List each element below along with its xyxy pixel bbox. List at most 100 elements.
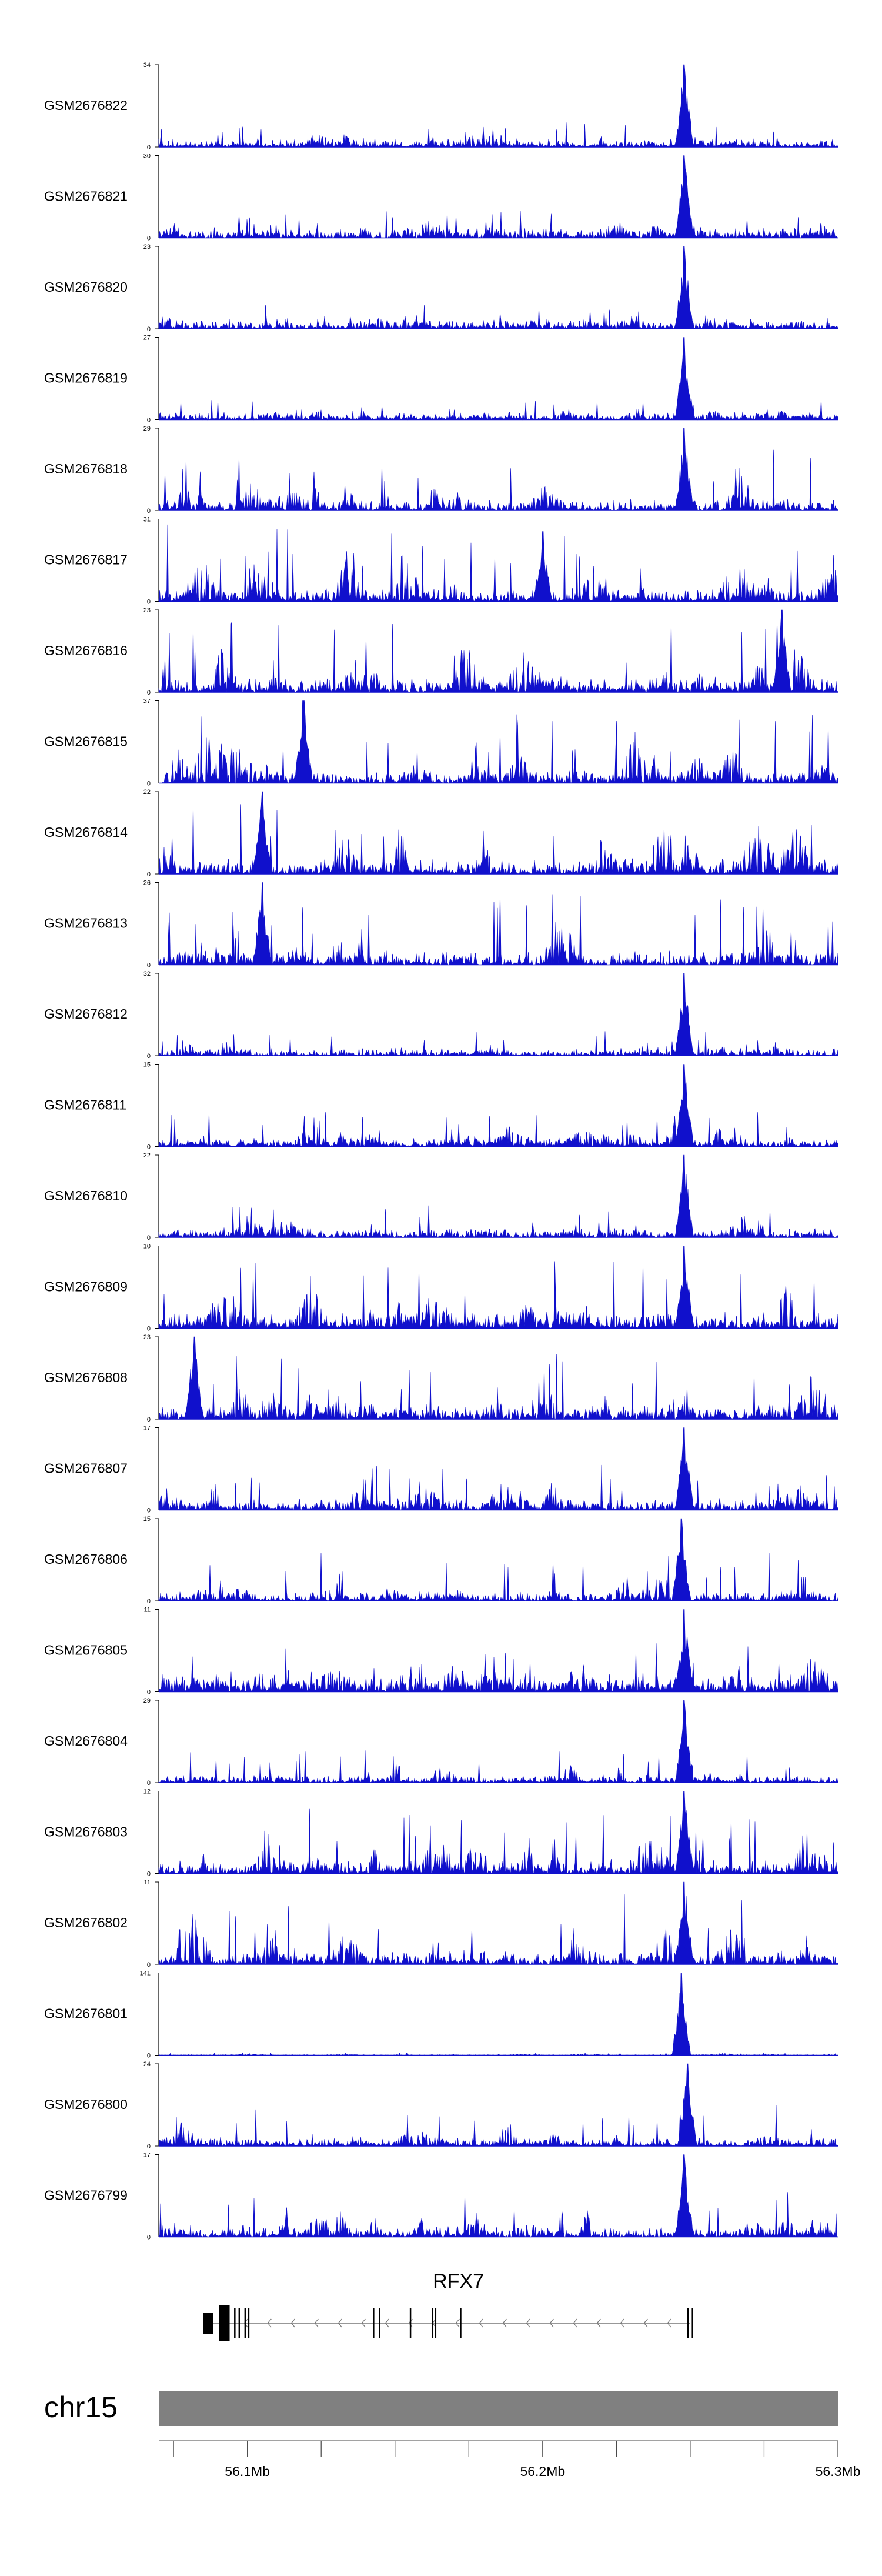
track-GSM2676816: GSM2676816 23 0 [44, 607, 838, 696]
y-max-label: 31 [143, 516, 151, 523]
track-label: GSM2676803 [44, 1824, 128, 1840]
track-label: GSM2676817 [44, 552, 128, 568]
track-GSM2676810: GSM2676810 22 0 [44, 1152, 838, 1242]
y-max-label: 11 [144, 1607, 151, 1614]
y-max-label: 26 [143, 880, 151, 887]
track-GSM2676801: GSM2676801 141 0 [44, 1970, 838, 2060]
track-label: GSM2676816 [44, 643, 128, 658]
y-max-label: 34 [143, 62, 151, 69]
track-GSM2676813: GSM2676813 26 0 [44, 880, 838, 969]
y-max-label: 15 [143, 1516, 151, 1523]
track-label: GSM2676811 [44, 1097, 126, 1113]
y-zero-label: 0 [147, 962, 151, 969]
track-GSM2676822: GSM2676822 34 0 [44, 62, 838, 151]
y-max-label: 17 [143, 2152, 151, 2159]
y-zero-label: 0 [147, 2053, 151, 2060]
y-zero-label: 0 [147, 326, 151, 333]
track-GSM2676818: GSM2676818 29 0 [44, 425, 838, 515]
y-zero-label: 0 [147, 599, 151, 606]
coverage-area [158, 155, 838, 239]
y-zero-label: 0 [147, 689, 151, 696]
chromosome-ideogram: chr15 56.1Mb 56.2Mb 56.3Mb [44, 2391, 860, 2479]
y-max-label: 23 [143, 1334, 151, 1341]
track-label: GSM2676805 [44, 1643, 128, 1658]
strand-arrow [596, 2318, 601, 2328]
track-label: GSM2676820 [44, 279, 128, 295]
y-zero-label: 0 [147, 871, 151, 878]
gene-name-label: RFX7 [433, 2270, 484, 2293]
track-GSM2676806: GSM2676806 15 0 [44, 1516, 838, 1605]
y-zero-label: 0 [147, 1780, 151, 1787]
coverage-area [158, 64, 838, 148]
y-zero-label: 0 [147, 1416, 151, 1423]
y-zero-label: 0 [147, 1689, 151, 1696]
gene-exon [379, 2308, 380, 2338]
coverage-area [158, 2063, 838, 2147]
track-GSM2676807: GSM2676807 17 0 [44, 1425, 838, 1514]
track-label: GSM2676810 [44, 1188, 128, 1203]
track-GSM2676803: GSM2676803 12 0 [44, 1788, 838, 1878]
coverage-area [158, 2154, 838, 2238]
track-GSM2676819: GSM2676819 27 0 [44, 335, 838, 424]
y-max-label: 12 [143, 1788, 151, 1796]
strand-arrow [573, 2318, 577, 2328]
track-GSM2676812: GSM2676812 32 0 [44, 970, 838, 1060]
coverage-area [158, 246, 838, 330]
y-max-label: 22 [143, 1152, 151, 1159]
y-zero-label: 0 [147, 417, 151, 424]
gene-exon [435, 2308, 437, 2338]
coverage-area [158, 1881, 838, 1966]
coverage-area [158, 337, 838, 421]
gene-exon [244, 2308, 246, 2338]
gene-exon [234, 2308, 236, 2338]
y-zero-label: 0 [147, 2143, 151, 2150]
coverage-area [158, 791, 838, 875]
strand-arrow [243, 2318, 248, 2328]
strand-arrow [479, 2318, 483, 2328]
strand-arrow [549, 2318, 554, 2328]
y-zero-label: 0 [147, 235, 151, 242]
coverage-area [158, 882, 838, 966]
y-max-label: 29 [143, 1697, 151, 1704]
coverage-area [158, 1154, 838, 1239]
track-GSM2676821: GSM2676821 30 0 [44, 153, 838, 242]
strand-arrow [620, 2318, 624, 2328]
y-max-label: 23 [143, 243, 151, 251]
track-label: GSM2676812 [44, 1006, 128, 1022]
y-zero-label: 0 [147, 144, 151, 151]
y-zero-label: 0 [147, 1144, 151, 1151]
track-GSM2676815: GSM2676815 37 0 [44, 698, 838, 788]
track-label: GSM2676822 [44, 98, 128, 113]
y-max-label: 22 [143, 789, 151, 796]
coverage-area [158, 428, 838, 511]
track-GSM2676814: GSM2676814 22 0 [44, 789, 838, 878]
strand-arrow [502, 2318, 507, 2328]
coverage-area [158, 1791, 838, 1874]
track-GSM2676800: GSM2676800 24 0 [44, 2061, 838, 2150]
y-zero-label: 0 [147, 1507, 151, 1514]
gene-model: RFX7 [203, 2270, 693, 2341]
y-max-label: 29 [143, 425, 151, 432]
gene-exon [203, 2313, 213, 2334]
strand-arrow [455, 2318, 460, 2328]
y-zero-label: 0 [147, 1961, 151, 1968]
y-max-label: 24 [143, 2061, 151, 2068]
y-max-label: 11 [144, 1879, 151, 1886]
strand-arrow [267, 2318, 272, 2328]
track-GSM2676817: GSM2676817 31 0 [44, 516, 838, 606]
y-zero-label: 0 [147, 1053, 151, 1060]
y-zero-label: 0 [147, 1871, 151, 1878]
y-max-label: 10 [143, 1243, 151, 1250]
y-zero-label: 0 [147, 1598, 151, 1605]
gene-exon [409, 2308, 412, 2338]
coverage-area [158, 1427, 838, 1511]
track-GSM2676811: GSM2676811 15 0 [44, 1062, 838, 1151]
coverage-area [158, 1064, 838, 1147]
coverage-area [158, 973, 838, 1057]
y-zero-label: 0 [147, 2234, 151, 2241]
track-GSM2676804: GSM2676804 29 0 [44, 1697, 838, 1787]
gene-exon [432, 2308, 434, 2338]
y-max-label: 17 [143, 1425, 151, 1432]
strand-arrow [314, 2318, 319, 2328]
